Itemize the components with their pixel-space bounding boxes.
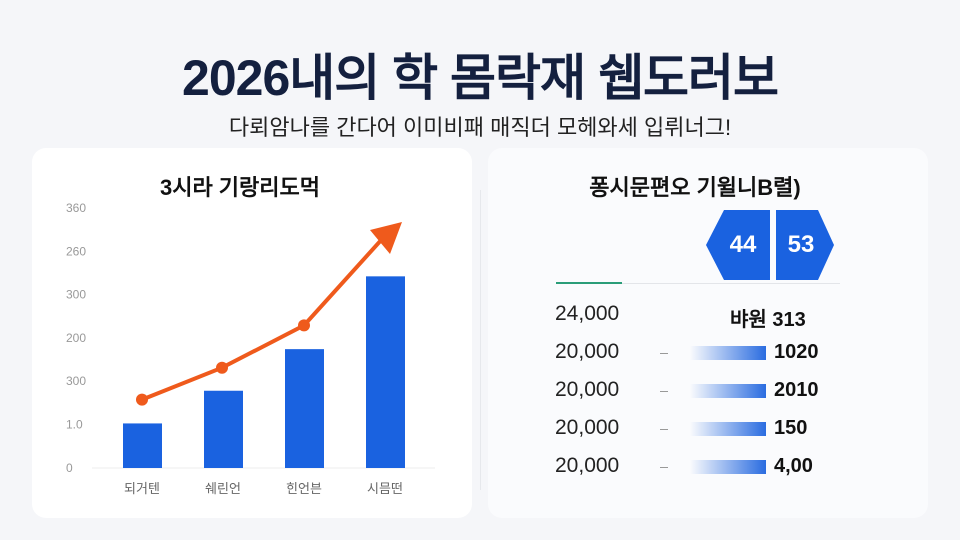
badge-hex-left: [706, 210, 770, 280]
row-left-value: 20,000: [555, 454, 620, 477]
y-tick-label: 360: [66, 201, 86, 215]
y-tick-label: 300: [66, 374, 86, 388]
badge-hex-right: [776, 210, 834, 280]
trend-line: [141, 226, 394, 402]
row-right-value: 150: [774, 417, 808, 439]
y-tick-label: 1.0: [66, 418, 83, 432]
chart-title: 3시라 기랑리도먹: [159, 175, 321, 200]
row-dash: [660, 467, 668, 468]
row-dash: [660, 391, 668, 392]
trend-point: [136, 393, 148, 406]
bar: [285, 349, 324, 468]
row-gradient-bar: [690, 384, 766, 398]
separator: [556, 283, 840, 284]
divider: [480, 190, 481, 490]
x-tick-label: 시믐떤: [367, 481, 403, 496]
y-tick-label: 0: [66, 461, 73, 475]
row-right-value: 4,00: [774, 455, 813, 477]
stats-card: [488, 148, 928, 518]
y-tick-label: 200: [66, 331, 86, 345]
bar-line-chart: 360 260 300 200 300 1.0 0 되거텐 쉐린언 힌언븐 시믐떤: [66, 201, 435, 496]
page-title: 2026내의 학 몸락재 쉡도러보: [182, 50, 779, 106]
row-left-value: 20,000: [555, 378, 620, 401]
header-right-value: 뱌원 313: [730, 309, 806, 331]
row-dash: [660, 429, 668, 430]
row-left-value: 20,000: [555, 340, 620, 363]
bar: [204, 390, 243, 468]
x-tick-label: 되거텐: [124, 481, 160, 496]
row-dash: [660, 353, 668, 354]
y-tick-label: 300: [66, 288, 86, 302]
badge-53: 53: [787, 231, 815, 258]
bar: [123, 423, 162, 468]
row-right-value: 2010: [774, 379, 819, 401]
stats-title: 퐁시문편오 기윌니B렬): [589, 175, 801, 200]
page-subtitle: 다뢰암나를 간다어 이미비패 매직더 모헤와세 입뤼너그!: [228, 115, 732, 140]
y-tick-label: 260: [66, 244, 86, 258]
tab-underline: [556, 282, 622, 284]
x-tick-label: 쉐린언: [205, 481, 241, 496]
row-gradient-bar: [690, 346, 766, 360]
x-tick-label: 힌언븐: [286, 481, 322, 496]
row-gradient-bar: [690, 460, 766, 474]
trend-arrowhead: [370, 222, 402, 255]
row-left-value: 20,000: [555, 416, 620, 439]
bar: [366, 276, 405, 468]
trend-point: [216, 361, 228, 374]
header-left-value: 24,000: [555, 302, 620, 325]
row-gradient-bar: [690, 422, 766, 436]
row-right-value: 1020: [774, 341, 819, 363]
badge-44: 44: [729, 231, 757, 258]
trend-point: [298, 319, 310, 332]
